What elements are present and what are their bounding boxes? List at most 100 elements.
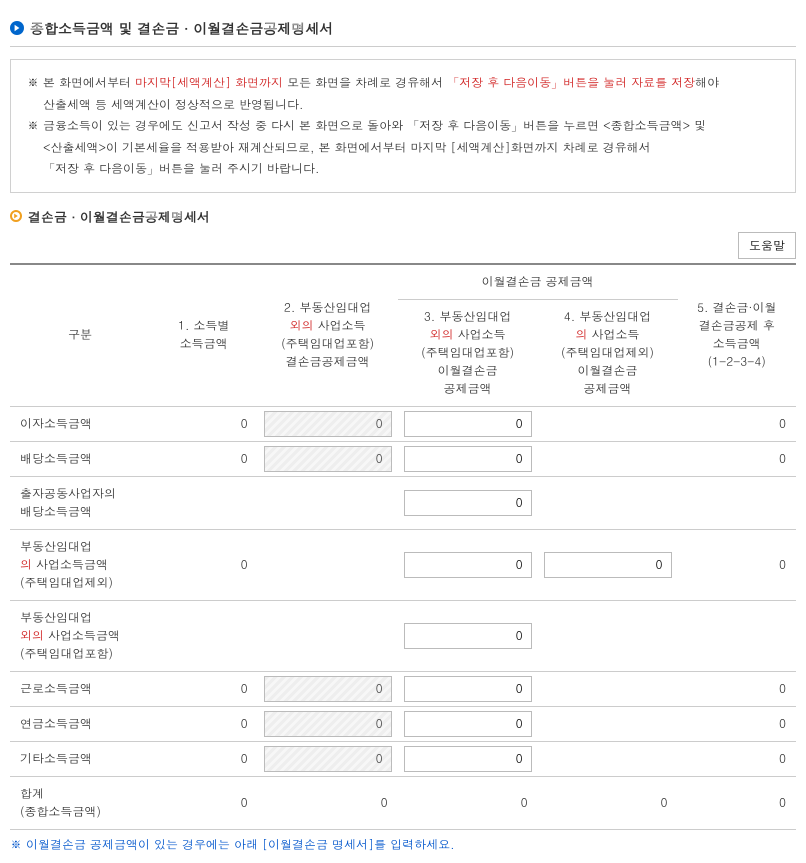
cell-c1: 0	[150, 406, 258, 441]
label-text: 출자공동사업자의	[20, 485, 116, 502]
th-col1: 1. 소득별 소득금액	[150, 264, 258, 407]
th-text: 4. 부동산임대업	[564, 308, 652, 325]
input-c3[interactable]	[404, 490, 532, 516]
notice-text: <산출세액>이 기본세율을 적용받아 재계산되므로, 본 화면에서부터 마지막 …	[43, 139, 651, 156]
table-row: 연금소득금액 0 0	[10, 706, 796, 741]
help-button[interactable]: 도움말	[738, 232, 796, 259]
th-red: 외의	[430, 326, 454, 343]
th-text: 결손금공제금액	[286, 353, 370, 370]
th-col2: 2. 부동산임대업 외의 사업소득 (주택임대업포함) 결손금공제금액	[258, 264, 398, 407]
table-row: 이자소득금액 0 0	[10, 406, 796, 441]
th-text: (1-2-3-4)	[708, 353, 766, 370]
th-text: 5. 결손금·이월	[697, 299, 777, 316]
page-title: 종합소득금액 및 결손금 · 이월결손금공제명세서	[30, 18, 333, 38]
input-c3[interactable]	[404, 446, 532, 472]
notice-text: 금융소득이 있는 경우에도 신고서 작성 중 다시 본 화면으로 돌아와 「저장…	[43, 117, 706, 134]
th-red: 외의	[290, 317, 314, 334]
th-col3: 3. 부동산임대업 외의 사업소득 (주택임대업포함) 이월결손금 공제금액	[398, 299, 538, 406]
label-text: (주택임대업포함)	[20, 645, 113, 662]
input-c2-disabled	[264, 676, 392, 702]
input-c2-disabled	[264, 446, 392, 472]
row-label: 이자소득금액	[10, 406, 150, 441]
label-text: (주택임대업제외)	[20, 574, 113, 591]
notice-marker-1: ※	[27, 72, 39, 115]
input-c3[interactable]	[404, 711, 532, 737]
notice-marker-2: ※	[27, 115, 39, 180]
cell-c5: 0	[678, 441, 796, 476]
label-text: (종합소득금액)	[20, 803, 101, 820]
th-text: (주택임대업포함)	[421, 344, 514, 361]
table-row: 부동산임대업 의 사업소득금액 (주택임대업제외) 0 0	[10, 529, 796, 600]
cell-c5: 0	[678, 406, 796, 441]
label-red: 외의	[20, 627, 44, 644]
notice-text: 본 화면에서부터	[43, 74, 135, 91]
label-text: 사업소득금액	[44, 627, 120, 644]
th-text: 1. 소득별 소득금액	[178, 317, 230, 352]
th-text: 공제금액	[584, 380, 632, 397]
page-title-bar: 종합소득금액 및 결손금 · 이월결손금공제명세서	[10, 10, 796, 47]
cell-c1: 0	[150, 671, 258, 706]
input-c2-disabled	[264, 711, 392, 737]
table-row: 출자공동사업자의배당소득금액	[10, 476, 796, 529]
input-c3[interactable]	[404, 411, 532, 437]
cell-c2: 0	[258, 776, 398, 829]
th-text: 사업소득	[454, 326, 506, 343]
th-red: 의	[576, 326, 588, 343]
cell-c4: 0	[538, 776, 678, 829]
th-text: 공제금액	[444, 380, 492, 397]
label-text: 부동산임대업	[20, 538, 92, 555]
table-row: 근로소득금액 0 0	[10, 671, 796, 706]
cell-c5: 0	[678, 741, 796, 776]
th-text: 2. 부동산임대업	[284, 299, 372, 316]
th-text: 이월결손금	[578, 362, 638, 379]
row-label: 합계(종합소득금액)	[10, 776, 150, 829]
cell-c3: 0	[398, 776, 538, 829]
table-row: 부동산임대업 외의 사업소득금액 (주택임대업포함)	[10, 600, 796, 671]
cell-c1: 0	[150, 776, 258, 829]
th-text: 이월결손금	[438, 362, 498, 379]
notice-text: 모든 화면을 차례로 경유해서	[283, 74, 447, 91]
notice-text: 해야	[695, 74, 719, 91]
sub-title: 결손금 · 이월결손금공제명세서	[28, 207, 210, 226]
notice-line-1: 본 화면에서부터 마지막[세액계산] 화면까지 모든 화면을 차례로 경유해서 …	[43, 72, 719, 115]
input-c3[interactable]	[404, 623, 532, 649]
row-label: 부동산임대업 외의 사업소득금액 (주택임대업포함)	[10, 600, 150, 671]
input-c2-disabled	[264, 746, 392, 772]
input-c3[interactable]	[404, 746, 532, 772]
sub-title-bar: 결손금 · 이월결손금공제명세서	[10, 207, 796, 226]
th-text: 사업소득	[588, 326, 640, 343]
th-text: 결손금공제 후	[699, 317, 775, 334]
notice-line-2: 금융소득이 있는 경우에도 신고서 작성 중 다시 본 화면으로 돌아와 「저장…	[43, 115, 706, 180]
row-label: 연금소득금액	[10, 706, 150, 741]
row-label: 기타소득금액	[10, 741, 150, 776]
th-text: 3. 부동산임대업	[424, 308, 512, 325]
notice-red: 「저장 후 다음이동」버튼을 눌러 자료를 저장	[447, 74, 695, 91]
input-c4[interactable]	[544, 552, 672, 578]
th-col4: 4. 부동산임대업 의 사업소득 (주택임대업제외) 이월결손금 공제금액	[538, 299, 678, 406]
cell-c5: 0	[678, 776, 796, 829]
notice-text: 산출세액 등 세액계산이 정상적으로 반영됩니다.	[43, 96, 304, 113]
th-text: 소득금액	[713, 335, 761, 352]
th-gubun: 구분	[10, 264, 150, 407]
th-text: (주택임대업제외)	[561, 344, 654, 361]
sub-bullet-icon	[10, 210, 22, 222]
row-label: 근로소득금액	[10, 671, 150, 706]
table-row-total: 합계(종합소득금액) 0 0 0 0 0	[10, 776, 796, 829]
title-bullet-icon	[10, 21, 24, 35]
label-text: 합계	[20, 785, 44, 802]
notice-box: ※ 본 화면에서부터 마지막[세액계산] 화면까지 모든 화면을 차례로 경유해…	[10, 59, 796, 193]
cell-c1: 0	[150, 741, 258, 776]
input-c2-disabled	[264, 411, 392, 437]
cell-c1: 0	[150, 529, 258, 600]
th-text: 사업소득	[314, 317, 366, 334]
input-c3[interactable]	[404, 676, 532, 702]
th-group: 이월결손금 공제금액	[398, 264, 678, 300]
cell-c5: 0	[678, 671, 796, 706]
input-c3[interactable]	[404, 552, 532, 578]
toolbar: 도움말	[10, 232, 796, 259]
footnote: ※ 이월결손금 공제금액이 있는 경우에는 아래 [이월결손금 명세서]를 입력…	[10, 836, 796, 853]
table-row: 배당소득금액 0 0	[10, 441, 796, 476]
th-text: (주택임대업포함)	[281, 335, 374, 352]
label-text: 사업소득금액	[32, 556, 108, 573]
th-col5: 5. 결손금·이월 결손금공제 후 소득금액 (1-2-3-4)	[678, 264, 796, 407]
